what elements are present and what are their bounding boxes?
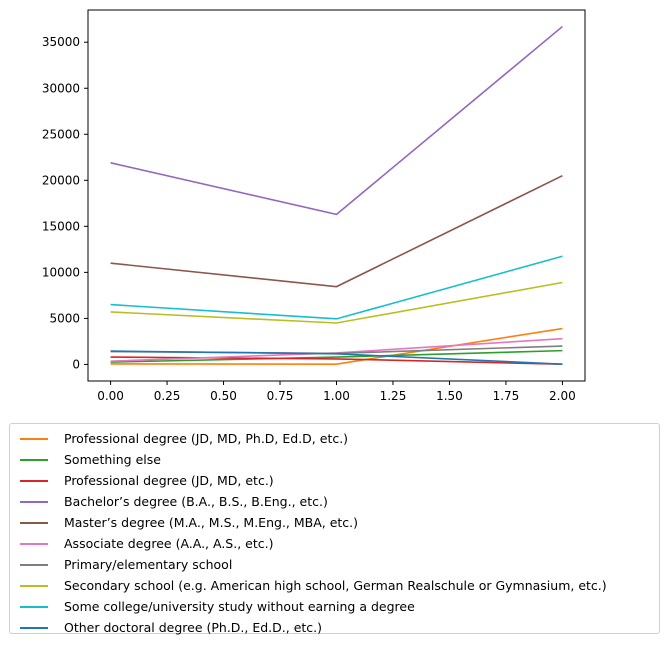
legend-item: Something else	[18, 449, 651, 470]
y-tick-label: 10000	[42, 265, 80, 279]
legend-swatch	[20, 542, 48, 545]
legend-label: Some college/university study without ea…	[64, 599, 415, 614]
x-tick-label: 1.00	[323, 389, 350, 403]
x-tick-label: 2.00	[549, 389, 576, 403]
legend-label: Professional degree (JD, MD, etc.)	[64, 473, 274, 488]
y-tick-label: 5000	[49, 311, 80, 325]
x-tick-label: 1.75	[493, 389, 520, 403]
legend: Professional degree (JD, MD, Ph.D, Ed.D,…	[9, 423, 660, 635]
x-tick-label: 1.25	[380, 389, 407, 403]
legend-label: Primary/elementary school	[64, 557, 233, 572]
legend-swatch	[20, 521, 48, 524]
legend-label: Associate degree (A.A., A.S., etc.)	[64, 536, 274, 551]
series-line-7	[110, 281, 563, 324]
x-tick-label: 0.25	[154, 389, 181, 403]
series-line-9	[110, 350, 563, 365]
series-line-0	[110, 327, 563, 365]
legend-label: Something else	[64, 452, 161, 467]
series-line-1	[110, 349, 563, 363]
y-tick-label: 25000	[42, 127, 80, 141]
x-tick-label: 0.00	[97, 389, 124, 403]
series-line-4	[110, 174, 563, 288]
legend-item: Professional degree (JD, MD, Ph.D, Ed.D,…	[18, 428, 651, 449]
legend-label: Bachelor’s degree (B.A., B.S., B.Eng., e…	[64, 494, 328, 509]
x-axis: 0.00 0.25 0.50 0.75 1.00 1.25 1.50 1.75 2.00	[97, 381, 576, 403]
y-tick-label: 15000	[42, 219, 80, 233]
legend-swatch	[20, 479, 48, 482]
plot-frame	[87, 9, 586, 382]
legend-item: Bachelor’s degree (B.A., B.S., B.Eng., e…	[18, 491, 651, 512]
legend-item: Primary/elementary school	[18, 554, 651, 575]
legend-label: Master’s degree (M.A., M.S., M.Eng., MBA…	[64, 515, 359, 530]
legend-item: Associate degree (A.A., A.S., etc.)	[18, 533, 651, 554]
series-line-3	[110, 25, 563, 216]
legend-label: Secondary school (e.g. American high sch…	[64, 578, 607, 593]
legend-item: Professional degree (JD, MD, etc.)	[18, 470, 651, 491]
x-tick-label: 0.75	[267, 389, 294, 403]
legend-swatch	[20, 584, 48, 587]
legend-item: Secondary school (e.g. American high sch…	[18, 575, 651, 596]
legend-swatch	[20, 458, 48, 461]
x-tick-label: 1.50	[436, 389, 463, 403]
legend-item: Master’s degree (M.A., M.S., M.Eng., MBA…	[18, 512, 651, 533]
series-layer	[110, 25, 563, 365]
y-tick-label: 30000	[42, 81, 80, 95]
legend-label: Other doctoral degree (Ph.D., Ed.D., etc…	[64, 620, 323, 635]
legend-swatch	[20, 500, 48, 503]
legend-swatch	[20, 437, 48, 440]
legend-swatch	[20, 563, 48, 566]
legend-swatch	[20, 605, 48, 608]
y-tick-label: 35000	[42, 35, 80, 49]
legend-swatch	[20, 626, 48, 629]
y-tick-label: 20000	[42, 173, 80, 187]
line-chart: 0.00 0.25 0.50 0.75 1.00 1.25 1.50 1.75 2.00 0 50…	[42, 9, 586, 403]
y-axis: 0 5000 10000 15000 20000 25000 30000 35000	[42, 35, 88, 371]
x-tick-label: 0.50	[210, 389, 237, 403]
legend-item: Some college/university study without ea…	[18, 596, 651, 617]
legend-item: Other doctoral degree (Ph.D., Ed.D., etc…	[18, 617, 651, 638]
series-line-8	[110, 255, 563, 320]
y-tick-label: 0	[72, 357, 80, 371]
legend-label: Professional degree (JD, MD, Ph.D, Ed.D,…	[64, 431, 349, 446]
plot-area: 0.00 0.25 0.50 0.75 1.00 1.25 1.50 1.75 2.00 0 50…	[42, 9, 586, 403]
